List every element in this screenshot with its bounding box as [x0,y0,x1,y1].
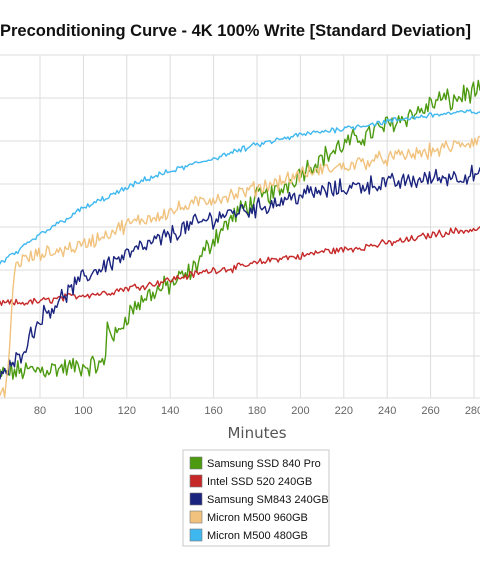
series-line-micron-m500-480gb [0,108,480,265]
legend-label: Samsung SSD 840 Pro [207,458,321,470]
x-tick-label: 140 [161,405,179,417]
x-tick-label: 120 [118,405,136,417]
legend-swatch [189,528,203,542]
chart-title: Preconditioning Curve - 4K 100% Write [S… [0,22,471,40]
x-tick-label: 220 [335,405,353,417]
x-tick-label: 280 [465,405,480,417]
legend-swatch [189,474,203,488]
legend-label: Micron M500 480GB [207,530,308,542]
x-tick-label: 260 [421,405,439,417]
series-line-micron-m500-960gb [0,135,480,398]
x-tick-label: 200 [291,405,309,417]
series-line-samsung-sm843-240gb [0,164,480,380]
x-axis-title: Minutes [227,424,286,442]
x-tick-label: 180 [248,405,266,417]
legend-swatch [189,510,203,524]
legend-label: Micron M500 960GB [207,512,308,524]
legend-swatch [189,492,203,506]
legend-label: Samsung SM843 240GB [207,494,329,506]
x-tick-label: 80 [34,405,46,417]
x-tick-label: 100 [74,405,92,417]
legend-label: Intel SSD 520 240GB [207,476,312,488]
x-tick-label: 240 [378,405,396,417]
series-line-intel-ssd-520-240gb [0,225,480,306]
x-tick-label: 160 [204,405,222,417]
legend-box [182,449,330,547]
legend-swatch [189,456,203,470]
